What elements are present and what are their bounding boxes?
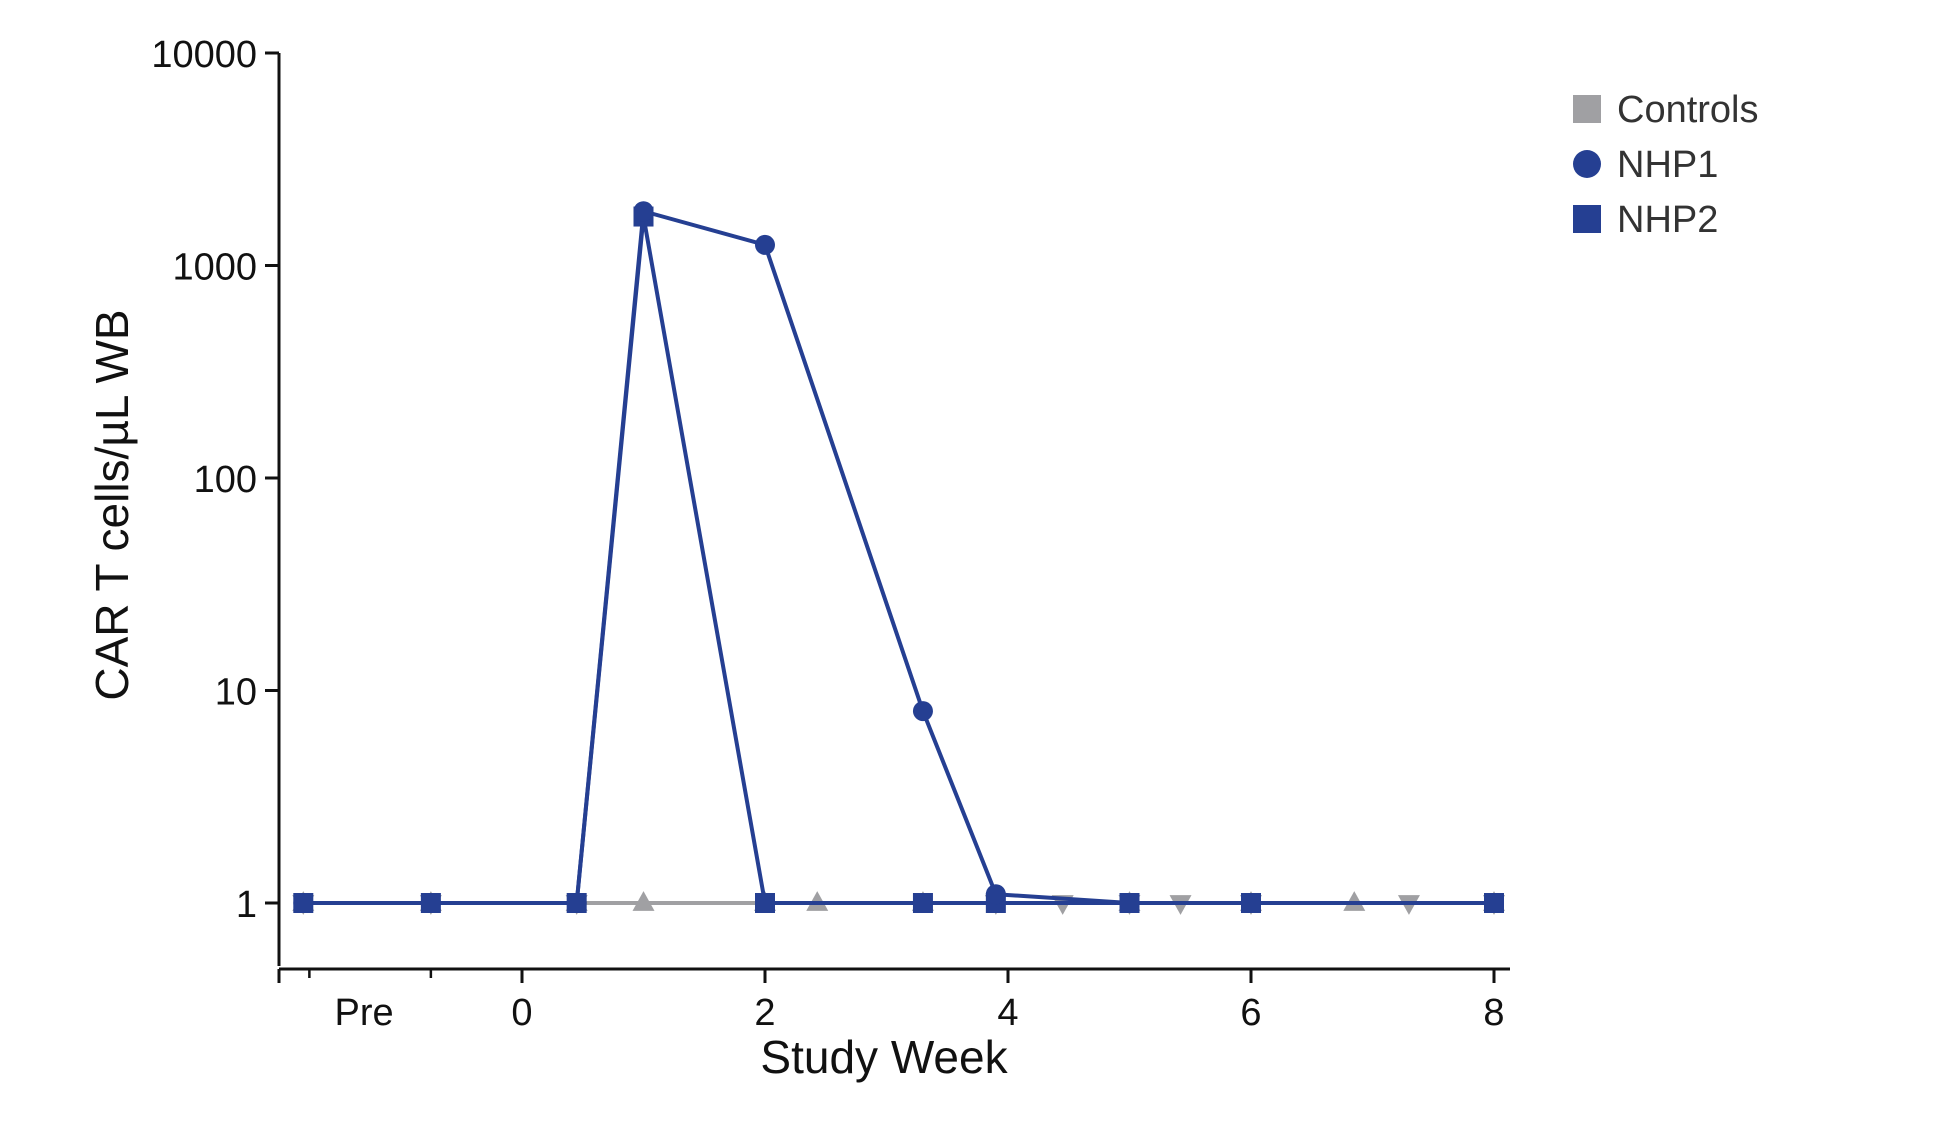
x-tick-label: 4 [997,992,1018,1034]
legend-label: Controls [1617,89,1759,131]
data-point [1573,205,1601,233]
y-tick-label: 10 [215,672,257,714]
x-tick-label: 6 [1240,992,1261,1034]
data-point [1573,150,1601,178]
data-point [912,893,933,913]
data-point [420,893,441,913]
x-tick-label: 8 [1483,992,1504,1034]
data-point [1119,893,1140,913]
x-tick-label: 2 [754,992,775,1034]
axes: 1 10 100 1000 10000 Pre 0 2 4 6 8 [151,34,1510,1034]
x-tick-label: Pre [334,992,393,1034]
data-point [293,893,314,913]
data-point [755,893,775,913]
legend-entry: NHP1 [1573,144,1718,186]
series-line [303,214,1494,905]
legend: Controls NHP1 NHP2 [1573,89,1759,241]
legend-label: NHP1 [1617,144,1718,186]
data-point [633,201,654,222]
series-nhp2-square [293,206,1504,913]
data-point [1241,893,1261,913]
legend-entry: NHP2 [1573,199,1718,241]
data-point [566,893,587,913]
data-point [1484,893,1504,913]
y-tick-label: 10000 [151,34,257,76]
y-tick-label: 100 [194,459,257,501]
data-point [912,701,933,722]
x-tick-label: 0 [511,992,532,1034]
data-point [985,884,1006,905]
legend-entry: Controls [1573,89,1759,131]
y-tick-label: 1 [236,884,257,926]
series-layer [292,201,1505,915]
data-point [755,234,775,255]
y-axis-label: CAR T cells/µL WB [86,309,138,700]
data-point [1573,95,1601,123]
legend-label: NHP2 [1617,199,1718,241]
x-axis-label: Study Week [760,1031,1008,1083]
series-line [303,209,1494,905]
y-tick-label: 1000 [172,247,257,289]
series-nhp1-circle [293,201,1504,913]
